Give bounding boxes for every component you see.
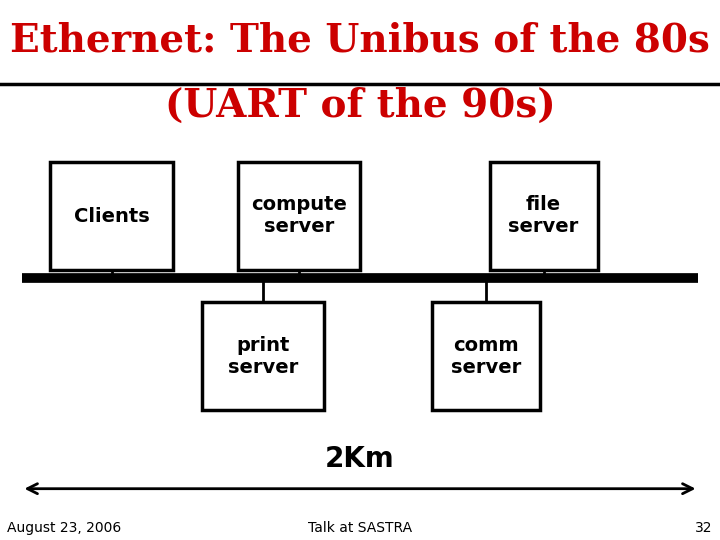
Bar	[432, 302, 540, 410]
Text: Talk at SASTRA: Talk at SASTRA	[308, 521, 412, 535]
Text: 32: 32	[696, 521, 713, 535]
Text: 2Km: 2Km	[325, 445, 395, 473]
Bar	[50, 162, 173, 270]
Bar	[490, 162, 598, 270]
Text: comm
server: comm server	[451, 336, 521, 377]
Text: print
server: print server	[228, 336, 298, 377]
Bar	[202, 302, 324, 410]
Text: Clients: Clients	[73, 206, 150, 226]
Bar	[238, 162, 360, 270]
Text: (UART of the 90s): (UART of the 90s)	[165, 86, 555, 124]
Text: compute
server: compute server	[251, 195, 347, 237]
Text: file
server: file server	[508, 195, 579, 237]
Text: August 23, 2006: August 23, 2006	[7, 521, 122, 535]
Text: Ethernet: The Unibus of the 80s: Ethernet: The Unibus of the 80s	[10, 22, 710, 59]
